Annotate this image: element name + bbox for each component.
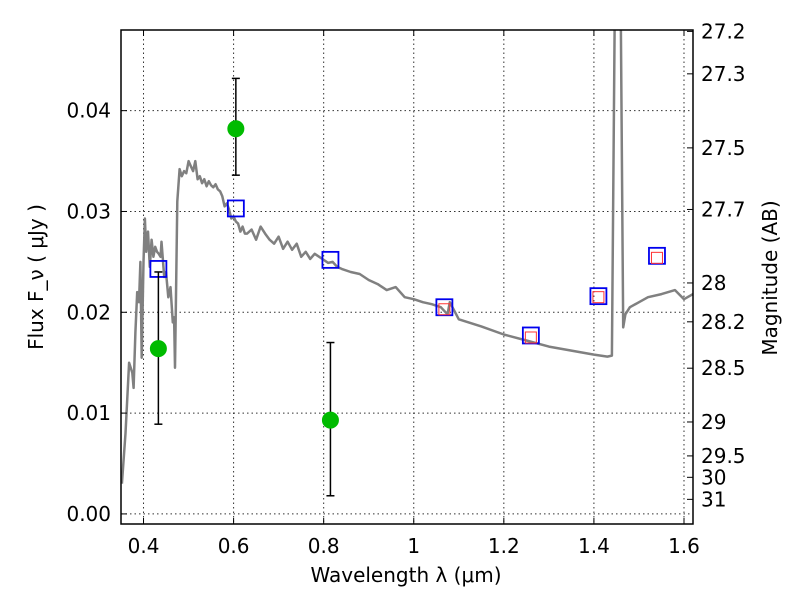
model-photometry-square (589, 287, 608, 306)
grid (121, 30, 693, 524)
y-tick-label: 0.03 (66, 199, 111, 223)
plot-area (121, 30, 693, 497)
y-tick-label: 0.02 (66, 300, 111, 324)
mag-tick-label: 27.3 (701, 62, 746, 86)
model-photometry-square (226, 199, 245, 218)
mag-tick-label: 27.7 (701, 197, 746, 221)
observed-photometry-square (650, 251, 663, 264)
y-tick-label: 0.00 (66, 502, 111, 526)
mag-tick-label: 29 (701, 410, 726, 434)
x-tick-label: 0.8 (308, 534, 340, 558)
observed-flux-point (149, 340, 167, 358)
observed-photometry-square (592, 291, 605, 304)
y-right-axis-label: Magnitude (AB) (758, 200, 782, 355)
mag-tick-label: 31 (701, 487, 726, 511)
observed-flux-point (321, 411, 339, 429)
x-axis-label: Wavelength λ (μm) (310, 563, 501, 587)
x-tick-label: 0.4 (128, 534, 160, 558)
plot-frame (120, 29, 694, 525)
mag-tick-label: 28.5 (701, 356, 746, 380)
x-tick-label: 1.2 (488, 534, 520, 558)
clipped-data (121, 30, 693, 497)
x-tick-label: 0.6 (218, 534, 250, 558)
model-spectrum-line (121, 30, 693, 484)
ticks: 0.4 0.6 0.8 1 1.2 1.4 1.6 0.00 0.01 0.02 0.03 0.04 2… (66, 19, 745, 558)
y-tick-label: 0.01 (66, 401, 111, 425)
mag-tick-label: 28.2 (701, 310, 746, 334)
x-tick-label: 1.6 (668, 534, 700, 558)
y-axis-label: Flux F_ν ( μJy ) (24, 204, 48, 350)
model-photometry-square (321, 250, 340, 269)
observed-flux-point (227, 120, 245, 138)
y-tick-label: 0.04 (66, 99, 111, 123)
x-tick-label: 1.4 (578, 534, 610, 558)
x-tick-label: 1 (407, 534, 420, 558)
mag-tick-label: 27.2 (701, 19, 746, 43)
mag-tick-label: 30 (701, 465, 726, 489)
mag-tick-label: 29.5 (701, 444, 746, 468)
observed-photometry-square (438, 303, 451, 316)
mag-tick-label: 28 (701, 271, 726, 295)
observed-photometry-square (524, 331, 537, 344)
mag-tick-label: 27.5 (701, 136, 746, 160)
